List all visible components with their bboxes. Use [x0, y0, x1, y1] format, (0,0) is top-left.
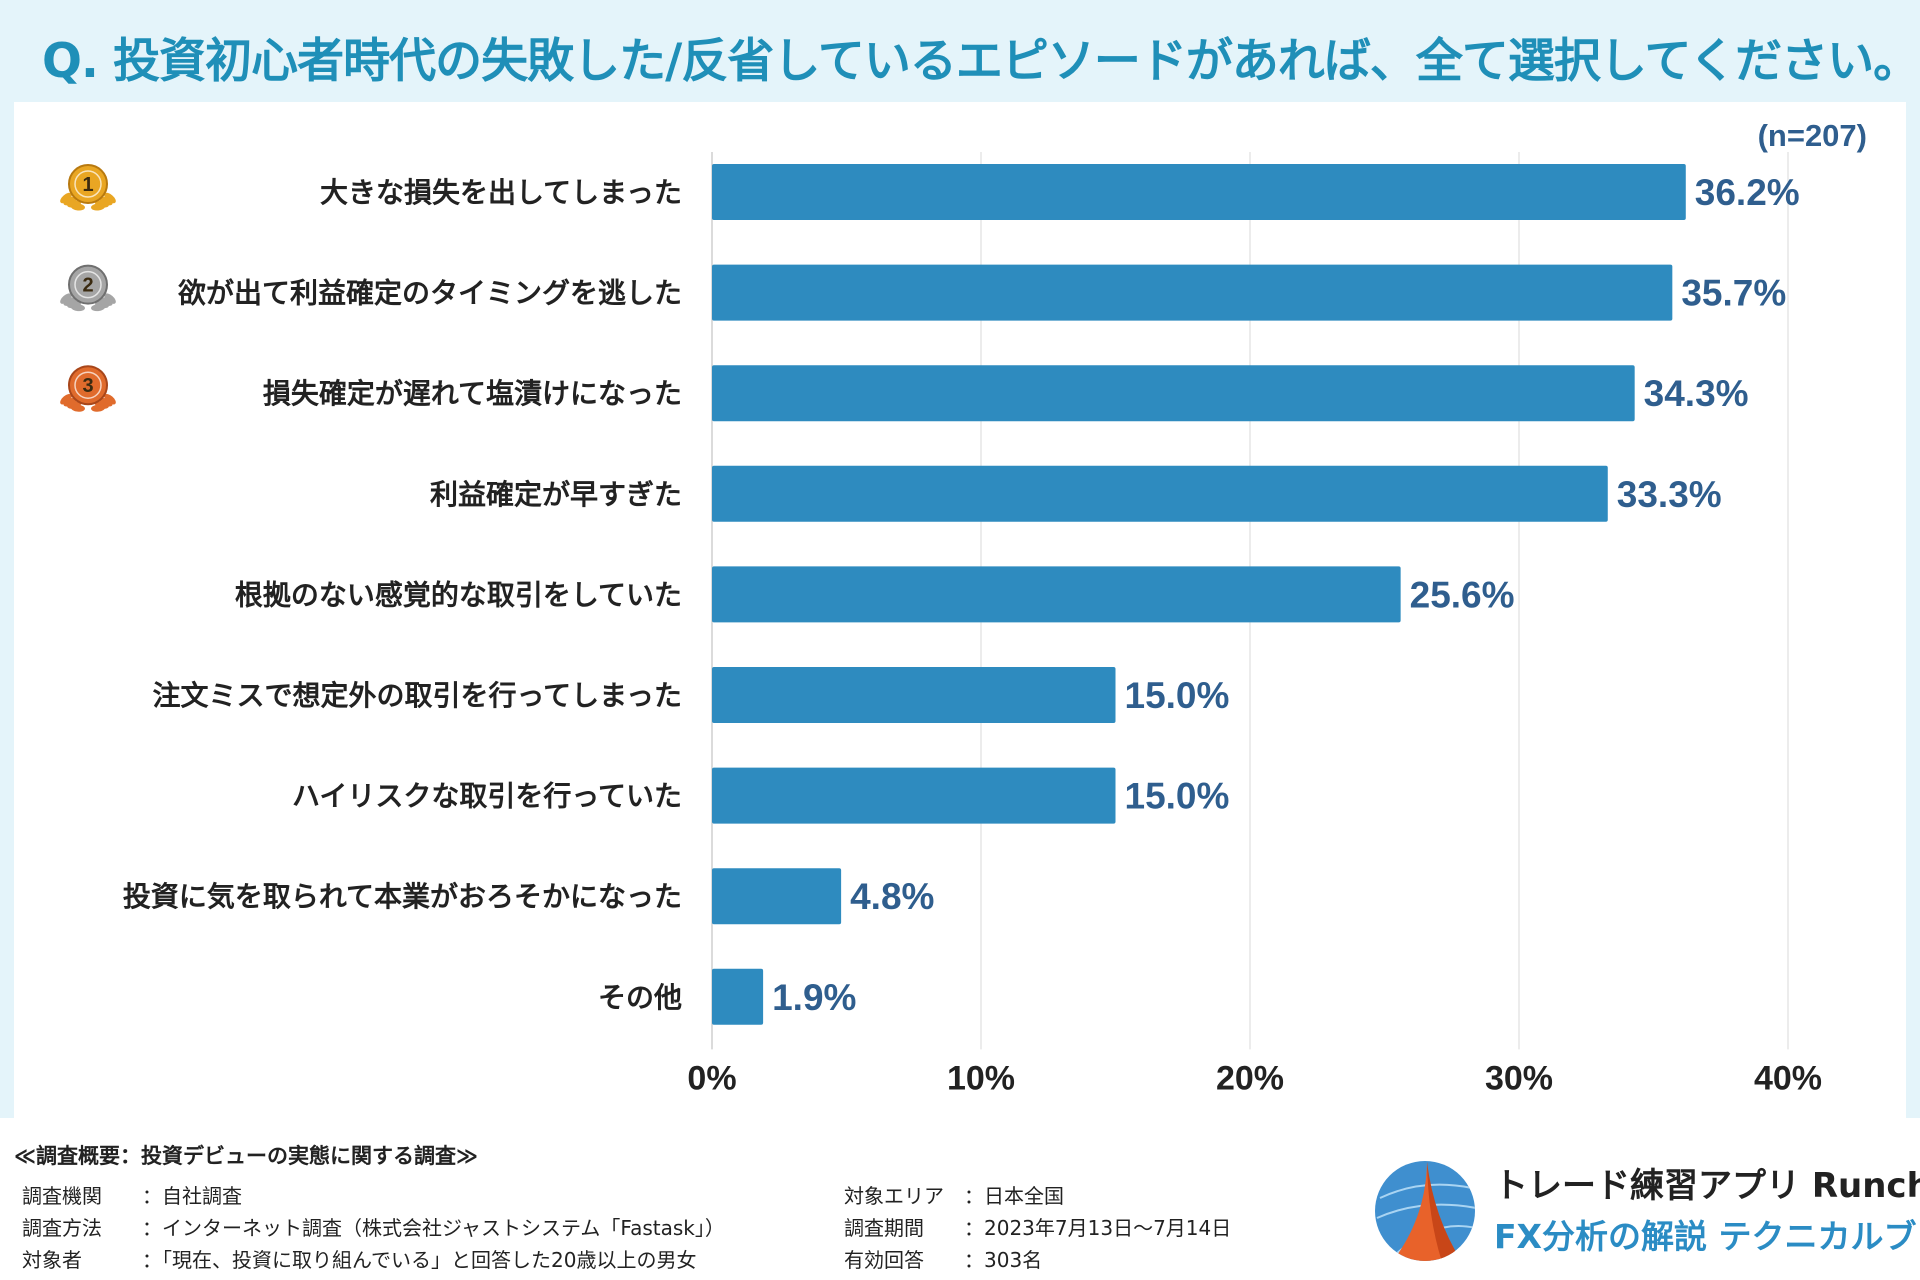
value-labels: 36.2% 35.7% 34.3% 33.3% 25.6% 15.0% 15.0% 4.8% 1… [772, 172, 1800, 1018]
survey-row-value: ：日本全国 [964, 1184, 1064, 1208]
survey-row-value: ：インターネット調査（株式会社ジャストシステム「Fastask」） [142, 1216, 725, 1240]
survey-row-label: 対象者 [22, 1248, 82, 1272]
bar [712, 566, 1401, 623]
x-tick-label: 20% [1216, 1059, 1284, 1097]
brand-subtitle: FX分析の解説 テクニカルブック [1494, 1217, 1920, 1256]
survey-row-target: 対象者 ：「現在、投資に取り組んでいる」と回答した20歳以上の男女 [22, 1244, 696, 1273]
medal-rank-label: 2 [82, 275, 93, 297]
medal-1-icon: 1 [60, 164, 116, 211]
x-tick-label: 40% [1754, 1059, 1822, 1097]
x-tick-label: 30% [1485, 1059, 1553, 1097]
category-label: その他 [598, 981, 682, 1014]
runcha-logo-icon [1375, 1161, 1475, 1261]
category-label: 根拠のない感覚的な取引をしていた [235, 578, 682, 611]
bar [712, 868, 842, 925]
survey-row-value: ：自社調査 [142, 1184, 242, 1208]
category-label: ハイリスクな取引を行っていた [292, 780, 682, 813]
x-axis-tick-labels: 0% 10% 20% 30% 40% [687, 1059, 1822, 1097]
bar-value-label: 4.8% [850, 876, 934, 917]
survey-row-label: 調査方法 [22, 1216, 102, 1240]
survey-row-label: 対象エリア [844, 1184, 944, 1208]
bar-value-label: 15.0% [1125, 776, 1230, 817]
bar [712, 365, 1635, 422]
category-labels: 大きな損失を出してしまった欲が出て利益確定のタイミングを逃した損失確定が遅れて塩… [123, 176, 682, 1014]
bar [712, 968, 764, 1025]
bar-value-label: 15.0% [1125, 675, 1230, 716]
sample-size-label: (n=207) [1758, 118, 1867, 153]
category-label: 損失確定が遅れて塩漬けになった [263, 377, 682, 410]
medal-3-icon: 3 [60, 365, 116, 412]
survey-row-label: 調査期間 [844, 1216, 924, 1240]
bar-value-label: 35.7% [1681, 273, 1786, 314]
survey-row-method: 調査方法 ：インターネット調査（株式会社ジャストシステム「Fastask」） [22, 1212, 725, 1241]
medal-2-icon: 2 [60, 264, 116, 312]
medal-rank-label: 3 [82, 375, 93, 397]
survey-row-agency: 調査機関 ：自社調査 [22, 1180, 242, 1209]
rank-medals: 1 2 3 [60, 164, 116, 412]
survey-row-period: 調査期間 ：2023年7月13日〜7月14日 [844, 1212, 1231, 1241]
bar [712, 264, 1673, 321]
x-tick-label: 0% [687, 1059, 736, 1097]
bar [712, 767, 1116, 824]
x-tick-label: 10% [947, 1059, 1015, 1097]
survey-row-label: 有効回答 [844, 1248, 924, 1272]
medal-rank-label: 1 [82, 174, 93, 196]
category-label: 利益確定が早すぎた [430, 478, 682, 511]
survey-row-value: ：2023年7月13日〜7月14日 [964, 1216, 1232, 1240]
survey-footer [0, 1118, 1920, 1280]
survey-row-responses: 有効回答 ：303名 [844, 1244, 1042, 1273]
bar-value-label: 36.2% [1695, 172, 1800, 213]
bar [712, 164, 1686, 220]
category-label: 大きな損失を出してしまった [320, 176, 682, 209]
bar [712, 667, 1116, 723]
bars [712, 164, 1686, 1025]
bar-value-label: 33.3% [1617, 474, 1722, 515]
bar-chart: (n=207) 大きな損失を出してしまった欲が出て利益確定のタイミングを逃した損… [60, 118, 1867, 1097]
category-label: 欲が出て利益確定のタイミングを逃した [177, 277, 682, 310]
question-title: Q. 投資初心者時代の失敗した/反省しているエピソードがあれば、全て選択してくだ… [42, 34, 1920, 89]
category-label: 注文ミスで想定外の取引を行ってしまった [153, 679, 682, 712]
category-label: 投資に気を取られて本業がおろそかになった [123, 880, 682, 913]
survey-row-area: 対象エリア ：日本全国 [844, 1180, 1064, 1209]
survey-row-value: ：303名 [964, 1248, 1043, 1272]
chart-panel: (n=207) 大きな損失を出してしまった欲が出て利益確定のタイミングを逃した損… [14, 102, 1906, 1118]
survey-summary-title: ≪調査概要：投資デビューの実態に関する調査≫ [14, 1144, 478, 1168]
bar [712, 465, 1608, 522]
survey-row-value: ：「現在、投資に取り組んでいる」と回答した20歳以上の男女 [142, 1248, 697, 1272]
survey-row-label: 調査機関 [22, 1184, 102, 1208]
brand-name: トレード練習アプリ Runcha [1494, 1166, 1920, 1206]
bar-value-label: 25.6% [1410, 574, 1515, 615]
bar-value-label: 1.9% [772, 977, 856, 1018]
bar-value-label: 34.3% [1644, 373, 1749, 414]
